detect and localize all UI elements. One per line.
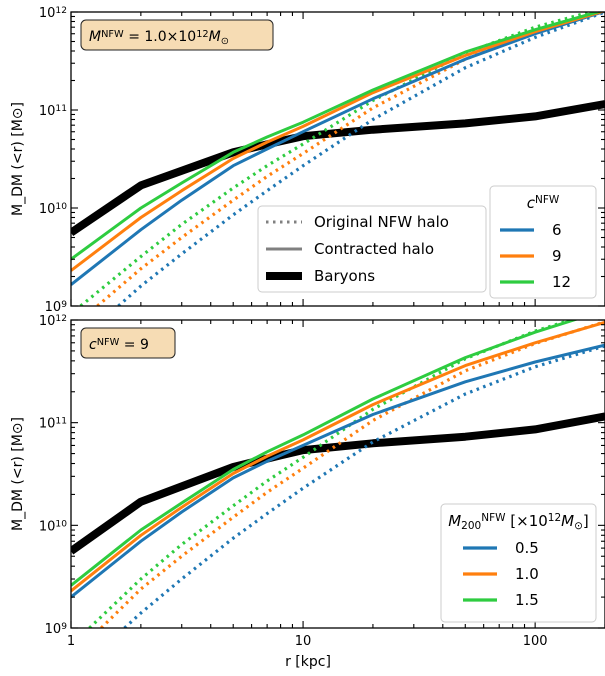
legend-label: Original NFW halo <box>314 213 449 231</box>
legend-label: Contracted halo <box>314 240 434 258</box>
annotation-text: cNFW = 9 <box>89 337 149 354</box>
y-tick-label: 1010 <box>39 519 67 534</box>
plot-frame <box>70 319 605 629</box>
series-baryons-Baryons <box>71 100 605 237</box>
top-panel: 109 1010 1011 1012 M_DM (<r) [M⊙] MNFW = 1.0×… <box>10 6 605 315</box>
series-original-1.0 <box>100 320 605 628</box>
series-contracted-1.0 <box>71 320 605 593</box>
series-baryons-Baryons <box>71 412 605 555</box>
series-original-0.5 <box>123 344 605 628</box>
series-contracted-12 <box>71 12 604 261</box>
series-original-1.5 <box>88 320 577 628</box>
legend-label: 9 <box>552 247 562 265</box>
color-legend: M200NFW [×1012M⊙] 0.5 1.0 1.5 <box>440 503 597 623</box>
x-tick-label: 100 <box>523 634 548 649</box>
y-tick-label: 1012 <box>39 6 67 21</box>
y-tick-label: 1012 <box>39 314 67 329</box>
y-axis-title: M_DM (<r) [M⊙] <box>10 102 26 216</box>
annotation-box: cNFW = 9 <box>80 327 176 359</box>
legend-label: Baryons <box>314 267 375 285</box>
y-axis-title: M_DM (<r) [M⊙] <box>10 417 26 531</box>
x-axis-title: r [kpc] <box>285 654 331 670</box>
series-contracted-9 <box>71 12 605 272</box>
y-tick-label: 109 <box>45 300 68 315</box>
series-group <box>71 320 605 628</box>
x-tick-label: 1 <box>67 634 75 649</box>
style-legend: Original NFW halo Contracted halo Baryons <box>257 205 487 293</box>
y-tick-label: 1010 <box>39 202 67 217</box>
color-legend-title: cNFW <box>527 194 560 212</box>
x-tick-label: 10 <box>295 634 312 649</box>
series-group <box>71 12 605 306</box>
series-contracted-6 <box>71 12 605 286</box>
annotation-text: MNFW = 1.0×1012M⊙ <box>89 29 229 47</box>
series-original-6 <box>117 12 605 306</box>
series-contracted-1.5 <box>71 320 579 587</box>
annotation-box: MNFW = 1.0×1012M⊙ <box>80 19 274 51</box>
color-legend: cNFW 6 9 12 <box>489 185 597 299</box>
color-legend-title: M200NFW [×1012M⊙] <box>448 512 589 532</box>
ticks <box>70 319 605 629</box>
bottom-panel: 109 1010 1011 1012 1 10 100 r [kpc] M_DM (<r) [M… <box>10 314 605 670</box>
y-tick-label: 1011 <box>39 104 67 119</box>
ticks <box>70 11 605 307</box>
legend-label: 12 <box>552 273 571 291</box>
legend-label: 0.5 <box>515 539 539 557</box>
plot-frame <box>70 11 605 307</box>
series-contracted-0.5 <box>71 343 605 599</box>
y-tick-label: 109 <box>45 622 68 637</box>
y-tick-label: 1011 <box>39 417 67 432</box>
legend-label: 1.0 <box>515 565 539 583</box>
legend-label: 6 <box>552 221 562 239</box>
legend-label: 1.5 <box>515 591 539 609</box>
